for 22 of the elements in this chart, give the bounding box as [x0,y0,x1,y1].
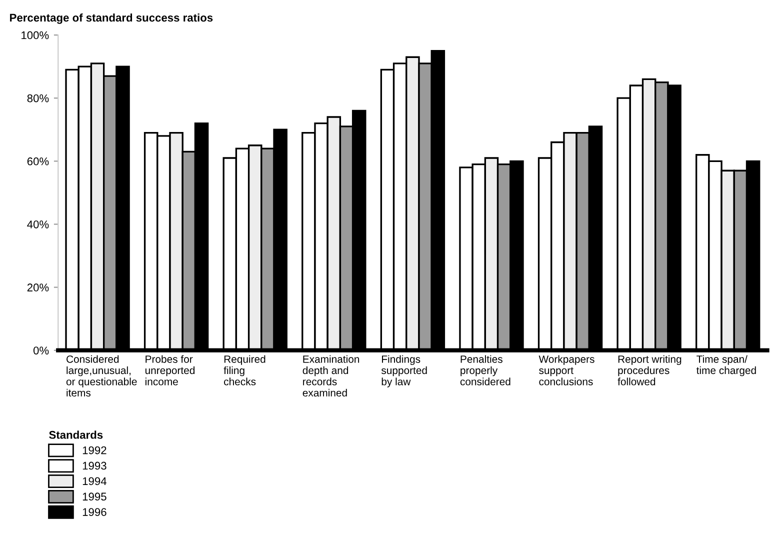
y-tick-label: 20% [27,284,49,292]
legend-label: 1994 [82,477,106,486]
x-tick-label: Workpapers support conclusions [538,355,594,386]
legend-label: 1996 [82,508,106,516]
legend-label: 1992 [82,446,106,454]
x-tick-label: Report writing procedures followed [618,355,682,386]
y-tick-label: 40% [27,220,49,228]
x-tick-label: Probes for unreported income [145,355,195,386]
legend-title: Standards [49,430,103,439]
chart-title: Percentage of standard success ratios [10,13,213,24]
x-tick-label: Time span/ time charged [696,355,756,376]
legend-label: 1993 [82,462,106,470]
x-tick-label: Considered large,unusual, or questionable items [66,355,137,397]
y-tick-label: 80% [27,94,49,102]
legend-label: 1995 [82,492,106,501]
y-tick-label: 0% [33,346,49,354]
x-tick-label: Penalties properly considered [460,355,510,386]
y-tick-label: 100% [22,31,49,40]
y-tick-label: 60% [27,157,49,166]
x-tick-label: Examination depth and records examined [302,355,360,397]
x-tick-label: Required filing checks [224,355,266,386]
x-tick-label: Findings supported by law [381,355,427,388]
